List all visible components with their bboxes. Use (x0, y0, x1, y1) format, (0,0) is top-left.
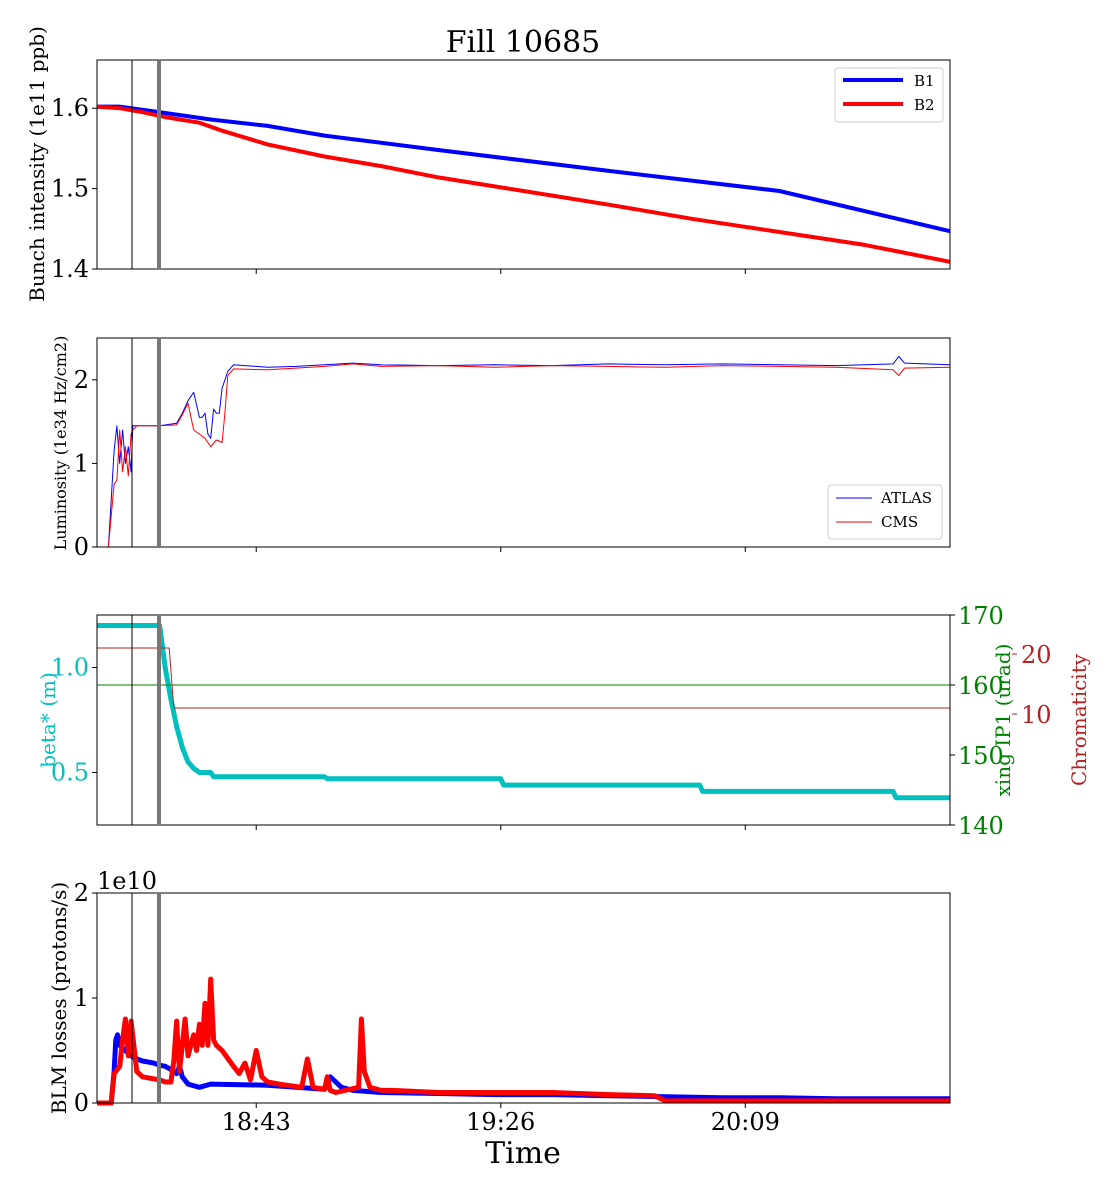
series-line-1 (97, 363, 951, 548)
markers-layer (131, 893, 161, 1103)
legend: B1 B2 (834, 67, 944, 123)
ytick-right-label: 150 (958, 742, 1004, 770)
yticks-layer: 0 1 2 (74, 366, 97, 561)
yticks-layer: 0 1 2 (74, 879, 97, 1117)
ylabel: BLM losses (protons/s) (47, 882, 71, 1114)
markers-layer (131, 60, 161, 269)
ytick-right-label: 140 (958, 812, 1004, 840)
markers-layer (131, 338, 161, 547)
right2-ticks-layer: 10 20 (1012, 641, 1052, 729)
ytick-label: 1.0 (51, 654, 89, 682)
ytick-right2-label: 20 (1021, 641, 1052, 669)
ylabel-right-2: Chromaticity (1067, 653, 1091, 786)
xticks-layer: 18:43 19:26 20:09 (222, 269, 780, 1136)
series-line-0 (97, 623, 950, 801)
panel-optics: 0.5 1.0 140 150 160 170 10 20 beta* (m) xing … (36, 602, 1091, 840)
series-layer (97, 976, 950, 1106)
ytick-right-label: 160 (958, 672, 1004, 700)
xtick-label: 18:43 (222, 1108, 291, 1136)
xaxis: 18:43 19:26 20:09 Time (222, 269, 780, 1171)
legend-label-atlas: ATLAS (880, 489, 932, 507)
plot-frame (96, 337, 951, 548)
panel-blm: 0 1 2 1e10 BLM losses (protons/s) (47, 867, 951, 1117)
series-layer (97, 355, 951, 548)
ytick-label: 1.4 (51, 255, 89, 283)
panel-intensity: 1.4 1.5 1.6 Bunch intensity (1e11 ppb) B1 … (25, 26, 951, 302)
legend: ATLAS CMS (827, 484, 943, 540)
ytick-right-label: 170 (958, 602, 1004, 630)
series-layer (97, 623, 950, 801)
series-line-0 (97, 104, 951, 234)
ytick-label: 0.5 (51, 759, 89, 787)
legend-label-cms: CMS (881, 513, 918, 531)
ytick-label: 0 (74, 533, 89, 561)
legend-label-b2: B2 (914, 96, 935, 114)
series-line-1 (96, 104, 951, 264)
xtick-label: 19:26 (466, 1108, 535, 1136)
right-ticks-layer: 140 150 160 170 (950, 602, 1004, 840)
offset-label: 1e10 (97, 867, 157, 895)
legend-label-b1: B1 (914, 72, 935, 90)
ylabel: beta* (m) (36, 672, 60, 768)
ytick-label: 1.5 (51, 175, 89, 203)
plot-frame (96, 59, 951, 270)
yticks-layer: 1.4 1.5 1.6 (51, 94, 97, 283)
plot-frame (96, 892, 951, 1104)
ytick-label: 2 (74, 366, 89, 394)
xtick-label: 20:09 (711, 1108, 780, 1136)
series-line-0 (97, 355, 951, 548)
plot-frame (96, 614, 951, 826)
ytick-label: 1.6 (51, 94, 89, 122)
markers-layer (131, 615, 161, 825)
figure-title: Fill 10685 (446, 25, 601, 60)
ytick-right2-label: 10 (1021, 701, 1052, 729)
ytick-label: 0 (74, 1089, 89, 1117)
ylabel-right: xing IP1 (urad) (991, 644, 1015, 797)
xlabel: Time (485, 1136, 561, 1171)
series-layer (96, 104, 951, 264)
yticks-layer: 0.5 1.0 (51, 654, 97, 787)
ytick-label: 1 (74, 449, 89, 477)
ytick-label: 1 (74, 984, 89, 1012)
ylabel: Bunch intensity (1e11 ppb) (25, 26, 49, 302)
ylabel: Luminosity (1e34 Hz/cm2) (51, 336, 70, 551)
ytick-label: 2 (74, 879, 89, 907)
panel-luminosity: 0 1 2 Luminosity (1e34 Hz/cm2) ATLAS CMS (51, 336, 951, 561)
